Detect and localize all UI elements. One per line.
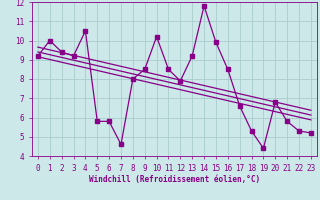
- X-axis label: Windchill (Refroidissement éolien,°C): Windchill (Refroidissement éolien,°C): [89, 175, 260, 184]
